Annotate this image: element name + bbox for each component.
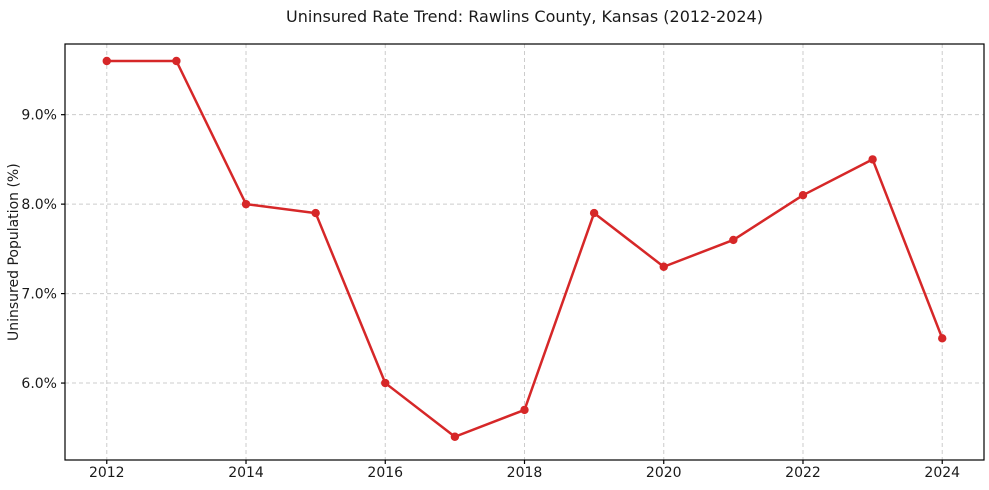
x-tick-label: 2020 [646,465,682,481]
data-point [102,56,111,66]
y-tick-label: 7.0% [21,287,57,303]
data-point [172,56,181,66]
x-tick-label: 2024 [924,465,960,481]
x-tick-label: 2012 [89,465,125,481]
data-point [450,432,460,441]
x-tick-label: 2018 [507,465,543,481]
data-point [729,235,738,245]
data-point [241,199,251,209]
data-point [938,334,947,343]
x-tick-label: 2022 [785,465,821,481]
y-tick-label: 8.0% [21,197,57,213]
data-point [520,405,529,415]
y-tick-label: 9.0% [21,108,57,124]
data-point [868,155,877,164]
x-tick-label: 2016 [367,465,403,481]
data-point [589,208,599,218]
data-point [381,378,390,388]
x-tick-label: 2014 [228,465,264,481]
chart-title: Uninsured Rate Trend: Rawlins County, Ka… [286,7,763,26]
data-point [798,190,808,200]
data-point [311,208,320,218]
y-tick-label: 6.0% [21,376,57,392]
data-point [659,262,668,271]
